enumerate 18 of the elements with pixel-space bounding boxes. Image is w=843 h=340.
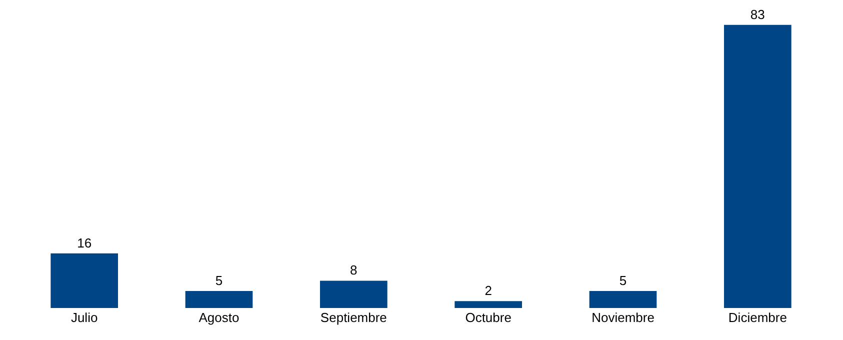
data-label: 16: [77, 235, 92, 250]
x-tick-label: Noviembre: [592, 310, 654, 325]
bar: [589, 290, 657, 308]
x-tick-label: Octubre: [465, 310, 512, 325]
bar: [50, 253, 118, 308]
bar: [320, 280, 388, 308]
data-label: 5: [215, 272, 223, 288]
x-tick-label: Septiembre: [320, 310, 387, 325]
data-label: 83: [750, 6, 765, 22]
x-tick-label: Agosto: [198, 310, 240, 325]
x-tick-label: Diciembre: [728, 310, 787, 325]
bar: [185, 290, 253, 308]
data-label: 5: [619, 272, 627, 288]
data-label: 2: [484, 283, 492, 298]
bar: [724, 24, 792, 308]
data-label: 8: [350, 262, 358, 278]
x-tick-label: Julio: [70, 310, 98, 325]
bar: [454, 301, 522, 308]
